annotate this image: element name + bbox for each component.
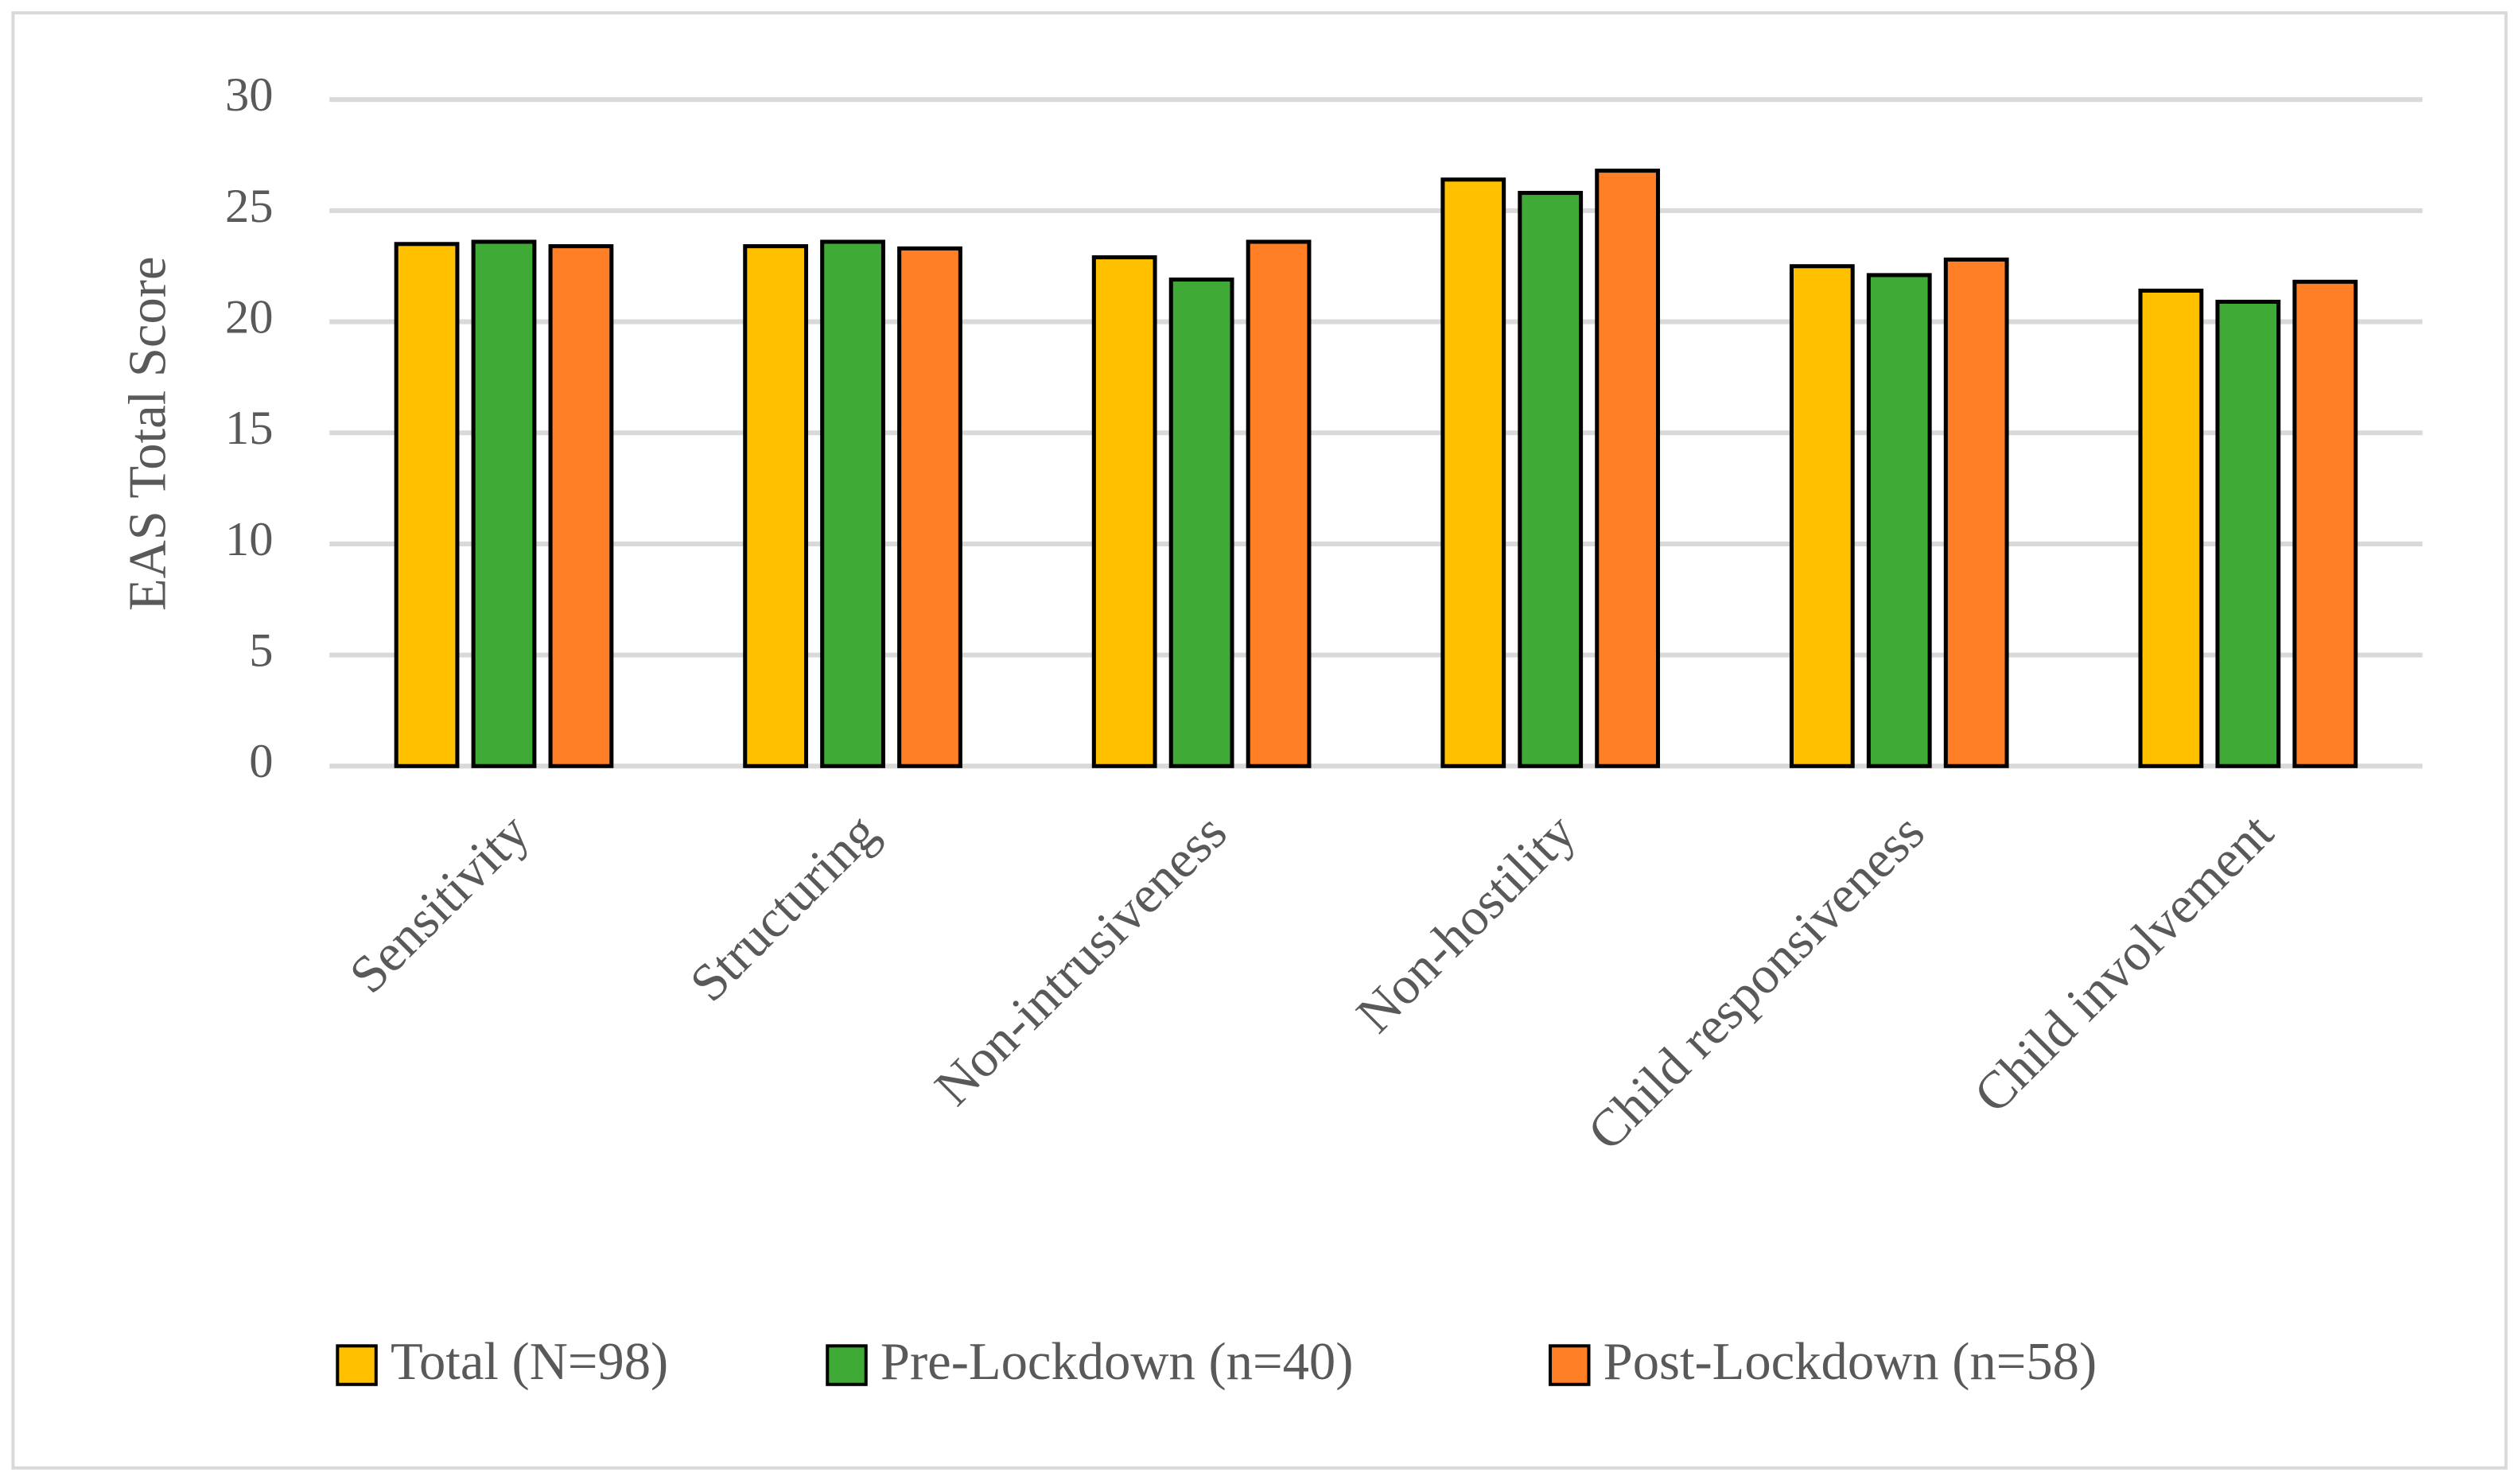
- bar: [548, 244, 614, 768]
- y-tick-label: 10: [225, 513, 274, 566]
- bar: [394, 242, 460, 768]
- bar: [820, 239, 885, 768]
- bar: [1595, 169, 1661, 768]
- y-tick-label: 0: [249, 735, 273, 788]
- legend-swatch: [336, 1344, 378, 1386]
- legend-label: Total (N=98): [391, 1333, 668, 1391]
- bar: [1518, 191, 1584, 768]
- legend-swatch: [1549, 1344, 1591, 1386]
- y-tick-label: 5: [249, 624, 273, 678]
- bar: [1789, 264, 1855, 768]
- legend-swatch: [826, 1344, 868, 1386]
- bar: [1943, 257, 2009, 768]
- legend-label: Pre-Lockdown (n=40): [880, 1333, 1354, 1391]
- bar: [2215, 299, 2281, 768]
- bar: [897, 246, 962, 768]
- y-tick-label: 25: [225, 180, 274, 233]
- bar: [2138, 288, 2204, 768]
- bar: [1440, 177, 1506, 768]
- legend-label: Post-Lockdown (n=58): [1604, 1333, 2097, 1391]
- bar: [1091, 255, 1157, 768]
- bar: [1246, 239, 1312, 768]
- y-tick-label: 15: [225, 402, 274, 455]
- bar: [471, 239, 537, 768]
- bar: [1866, 273, 1932, 768]
- bar: [2292, 279, 2358, 768]
- bar: [1168, 277, 1234, 768]
- y-axis-title: EAS Total Score: [119, 256, 177, 611]
- y-tick-label: 30: [225, 68, 274, 122]
- y-tick-label: 20: [225, 290, 274, 344]
- bar: [743, 244, 809, 768]
